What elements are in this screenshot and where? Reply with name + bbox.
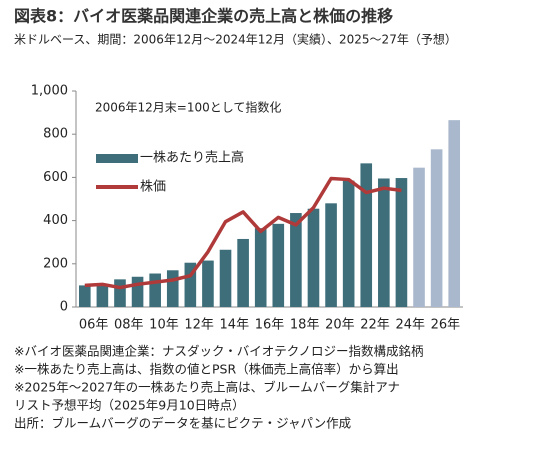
bar <box>166 270 179 307</box>
bar <box>325 203 337 307</box>
x-tick-label: 14年 <box>220 318 250 333</box>
x-tick-label: 18年 <box>290 318 320 333</box>
bar <box>342 180 355 307</box>
legend-label: 一株あたり売上高 <box>140 150 244 166</box>
y-tick-label: 200 <box>43 256 68 271</box>
y-tick-label: 800 <box>43 127 68 142</box>
footnote: 出所：ブルームバーグのデータを基にピクテ・ジャパン作成 <box>14 416 351 431</box>
legend-label: 株価 <box>140 180 166 195</box>
bar <box>448 120 461 307</box>
x-tick-label: 16年 <box>255 318 285 333</box>
bar <box>184 262 197 307</box>
footnote: ※一株あたり売上高は、指数の値とPSR（株価売上高倍率）から算出 <box>14 362 399 377</box>
chart-title: 図表8：バイオ医薬品関連企業の売上高と株価の推移 <box>14 7 393 26</box>
bar <box>360 163 373 307</box>
bar <box>413 167 425 307</box>
bar <box>395 178 408 307</box>
bar <box>237 238 249 307</box>
x-tick-label: 08年 <box>114 318 144 333</box>
x-tick-label: 12年 <box>184 318 214 333</box>
legend-swatch <box>96 154 138 163</box>
bar <box>149 273 161 307</box>
chart-subtitle: 米ドルベース、期間：2006年12月～2024年12月（実績）、2025～27年… <box>14 32 457 47</box>
bar <box>131 276 144 307</box>
bar <box>290 213 302 307</box>
bar <box>96 284 109 307</box>
x-tick-label: 26年 <box>431 318 461 333</box>
bar <box>272 223 285 307</box>
y-tick-label: 1,000 <box>31 84 68 99</box>
bar <box>378 178 390 307</box>
bar <box>114 279 126 307</box>
bar <box>430 149 443 307</box>
bar <box>78 285 91 307</box>
footnote: リスト予想平均（2025年9月10日時点） <box>14 398 245 413</box>
bar <box>307 208 320 307</box>
y-tick-label: 600 <box>43 170 68 185</box>
x-tick-label: 06年 <box>79 318 109 333</box>
annotation: 2006年12月末=100として指数化 <box>95 100 281 115</box>
y-tick-label: 400 <box>43 213 68 228</box>
footnote: ※2025年～2027年の一株あたり売上高は、ブルームバーグ集計アナ <box>14 380 400 395</box>
bar <box>202 260 214 307</box>
x-tick-label: 20年 <box>325 318 355 333</box>
line <box>84 176 402 290</box>
y-tick-label: 0 <box>60 300 68 315</box>
bar <box>219 249 232 307</box>
footnote: ※バイオ医薬品関連企業：ナスダック・バイオテクノロジー指数構成銘柄 <box>14 344 423 359</box>
x-tick-label: 24年 <box>395 318 425 333</box>
x-tick-label: 22年 <box>360 318 390 333</box>
x-tick-label: 10年 <box>149 318 179 333</box>
bar <box>254 228 267 307</box>
